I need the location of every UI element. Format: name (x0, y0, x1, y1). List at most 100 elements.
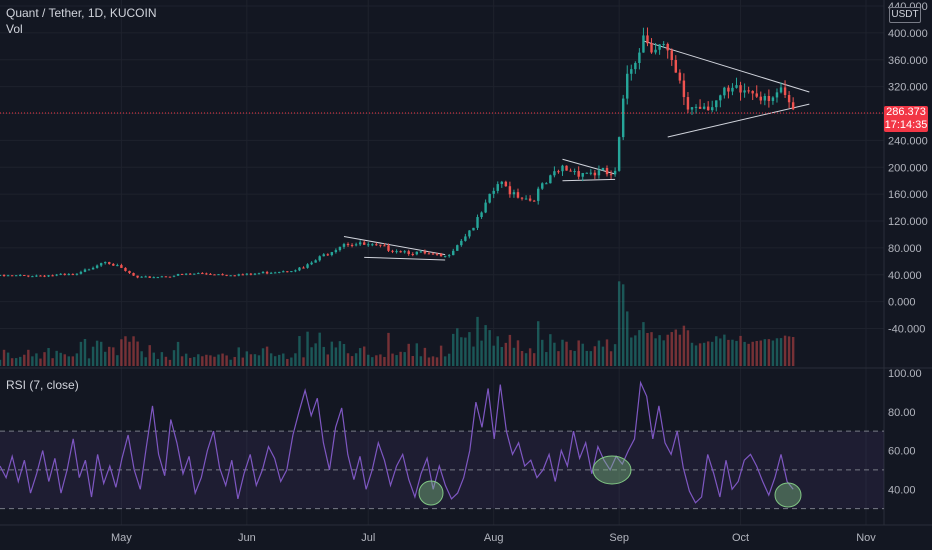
candle-body (209, 273, 212, 275)
volume-bar (690, 342, 694, 366)
candle-body (253, 273, 257, 275)
volume-bar (346, 353, 350, 366)
candle-body (698, 106, 702, 109)
volume-bar (638, 330, 641, 366)
volume-bar (201, 356, 204, 366)
candle-body (6, 275, 10, 277)
candle-body (613, 170, 617, 175)
time-tick-label: Aug (484, 532, 504, 544)
candle-body (468, 230, 471, 237)
volume-bar (188, 357, 192, 366)
candle-body (51, 275, 54, 277)
volume-bar (67, 356, 71, 366)
volume-legend[interactable]: Vol (6, 22, 23, 36)
volume-bar (87, 358, 91, 366)
candle-body (233, 275, 236, 277)
candle-body (715, 100, 718, 108)
volume-bar (702, 342, 706, 366)
candle-body (31, 276, 34, 278)
volume-bar (500, 347, 504, 366)
volume-bar (767, 339, 771, 366)
rsi-tick-label: 80.00 (888, 407, 916, 419)
candle-body (504, 181, 508, 187)
candle-body (269, 272, 273, 274)
candle-body (229, 275, 232, 277)
volume-bar (306, 331, 309, 366)
candle-body (306, 264, 309, 268)
candle-body (290, 271, 293, 273)
volume-bar (597, 340, 601, 366)
candle-body (646, 35, 649, 44)
candle-body (156, 277, 160, 279)
volume-bar (209, 355, 212, 366)
candle-body (431, 253, 435, 255)
candle-body (168, 276, 172, 278)
rsi-axis[interactable]: 100.00 80.00 60.00 40.00 (888, 368, 922, 496)
volume-bar (233, 356, 236, 366)
currency-badge[interactable]: USDT (889, 7, 921, 23)
volume-bar (197, 354, 200, 366)
time-tick-label: Jun (238, 532, 256, 544)
volume-bar (694, 345, 698, 366)
volume-bar (330, 341, 334, 366)
candle-body (108, 262, 111, 264)
volume-bar (472, 346, 475, 366)
chart-title[interactable]: Quant / Tether, 1D, KUCOIN (6, 6, 157, 20)
rsi-highlight (774, 482, 802, 508)
volume-bar (739, 335, 742, 366)
candle-body (791, 102, 795, 110)
volume-bar (686, 330, 690, 366)
candle-body (383, 245, 386, 247)
volume-bar (302, 357, 305, 366)
volume-bar (43, 352, 46, 366)
candle-body (415, 251, 419, 255)
volume-bar (617, 281, 621, 366)
price-axis[interactable]: 440.000400.000360.000320.000280.000240.0… (888, 1, 928, 336)
candle-body (213, 274, 216, 276)
volume-bar (213, 356, 216, 366)
candle-body (164, 276, 168, 278)
volume-bar (484, 325, 487, 366)
volume-bar (156, 358, 160, 366)
volume-bar (573, 350, 576, 366)
volume-bar (476, 316, 479, 366)
time-axis[interactable]: May Jun Jul Aug Sep Oct Nov (111, 532, 876, 544)
volume-bar (403, 352, 406, 366)
candle-body (723, 87, 726, 96)
volume-bar (79, 341, 83, 366)
volume-bar (771, 340, 775, 366)
price-tick-label: 120.000 (888, 216, 928, 228)
candle-body (265, 272, 269, 274)
candle-body (476, 217, 479, 228)
volume-bar (249, 354, 253, 366)
volume-bar (492, 345, 495, 366)
volume-bar (176, 341, 180, 366)
volume-bar (634, 335, 637, 366)
volume-bar (23, 354, 26, 366)
candle-body (581, 173, 584, 177)
candle-body (427, 253, 431, 255)
rsi-legend[interactable]: RSI (7, close) (6, 378, 79, 392)
volume-bar (375, 355, 378, 366)
volume-bar (731, 339, 734, 366)
candle-body (771, 97, 775, 101)
volume-bar (0, 359, 2, 366)
candle-body (75, 273, 79, 275)
candle-body (666, 43, 669, 51)
candle-body (91, 267, 95, 270)
candle-body (294, 270, 297, 272)
candle-body (298, 267, 301, 271)
price-tick-label: 400.000 (888, 28, 928, 40)
candle-body (184, 273, 188, 275)
volume-bar (415, 343, 419, 366)
volume-bar (104, 351, 107, 366)
candle-body (14, 275, 18, 277)
volume-bar (322, 346, 325, 366)
volume-bar (294, 353, 297, 366)
volume-bar (314, 343, 317, 366)
candle-body (541, 183, 544, 189)
volume-bar (71, 356, 75, 366)
candle-body (557, 171, 560, 173)
candle-body (395, 251, 398, 253)
